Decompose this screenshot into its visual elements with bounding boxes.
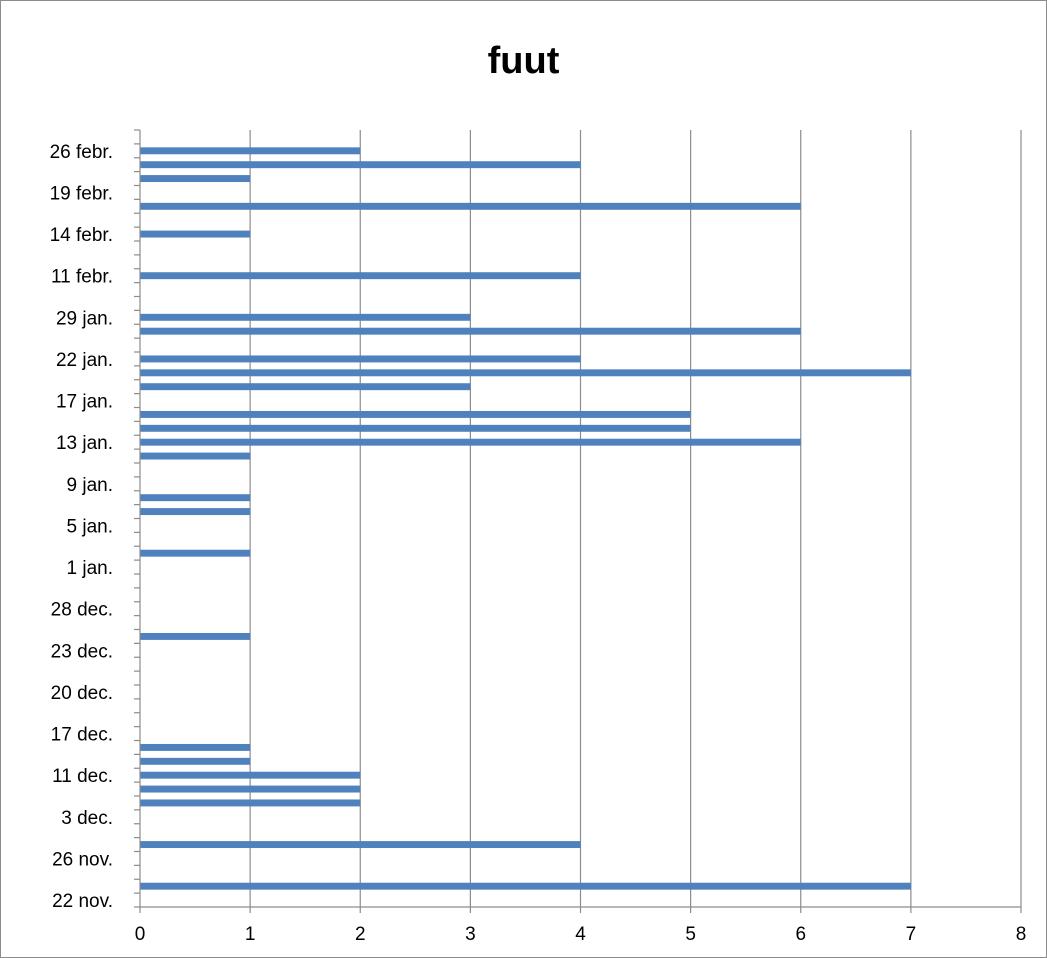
y-tick-label: 22 jan. bbox=[56, 350, 113, 371]
bar-50 bbox=[140, 202, 801, 210]
bar-29 bbox=[140, 494, 251, 502]
bar-series bbox=[140, 147, 911, 890]
x-tick-labels: 0 1 2 3 4 5 6 7 8 bbox=[135, 924, 1027, 945]
x-tick-label-0: 0 bbox=[135, 924, 146, 945]
y-tick-label: 9 jan. bbox=[67, 475, 113, 496]
y-tick-label: 13 jan. bbox=[56, 433, 113, 454]
gridlines bbox=[249, 130, 1022, 907]
x-tick-label-2: 2 bbox=[355, 924, 366, 945]
y-tick-label: 26 nov. bbox=[52, 849, 113, 870]
bar-42 bbox=[140, 313, 471, 321]
y-tick-label: 5 jan. bbox=[67, 516, 113, 537]
y-tick-label: 29 jan. bbox=[56, 308, 113, 329]
bar-32 bbox=[140, 452, 251, 460]
x-tick-label-8: 8 bbox=[1016, 924, 1027, 945]
bar-19 bbox=[140, 632, 251, 640]
y-tick-label: 3 dec. bbox=[61, 808, 113, 829]
y-tick-label: 14 febr. bbox=[50, 225, 113, 246]
bar-37 bbox=[140, 383, 471, 391]
y-tick-label: 23 dec. bbox=[51, 641, 113, 662]
y-tick-label: 17 jan. bbox=[56, 392, 113, 413]
axes bbox=[134, 129, 1022, 913]
bar-1 bbox=[140, 882, 911, 890]
y-tick-label: 26 febr. bbox=[50, 142, 113, 163]
bar-4 bbox=[140, 841, 581, 849]
x-tick-label-3: 3 bbox=[465, 924, 476, 945]
bar-52 bbox=[140, 175, 251, 183]
bar-10 bbox=[140, 757, 251, 765]
x-tick-label-6: 6 bbox=[795, 924, 806, 945]
y-tick-label: 17 dec. bbox=[51, 725, 113, 746]
y-tick-label: 22 nov. bbox=[52, 891, 113, 912]
bar-7 bbox=[140, 799, 361, 807]
chart-title: fuut bbox=[487, 40, 560, 82]
bar-41 bbox=[140, 327, 801, 335]
bar-48 bbox=[140, 230, 251, 238]
y-tick-label: 20 dec. bbox=[51, 683, 113, 704]
bar-54 bbox=[140, 147, 361, 155]
y-tick-label: 11 dec. bbox=[52, 766, 113, 787]
bar-45 bbox=[140, 272, 581, 280]
bar-11 bbox=[140, 743, 251, 751]
bar-33 bbox=[140, 438, 801, 446]
x-tick-label-4: 4 bbox=[575, 924, 586, 945]
bar-9 bbox=[140, 771, 361, 779]
bar-8 bbox=[140, 785, 361, 793]
bar-25 bbox=[140, 549, 251, 557]
bar-34 bbox=[140, 424, 691, 432]
y-tick-label: 28 dec. bbox=[51, 600, 113, 621]
bar-28 bbox=[140, 508, 251, 516]
y-tick-label: 19 febr. bbox=[50, 183, 113, 204]
y-tick-label: 1 jan. bbox=[67, 558, 113, 579]
x-tick-label-7: 7 bbox=[906, 924, 917, 945]
y-tick-label: 11 febr. bbox=[51, 267, 113, 288]
bar-35 bbox=[140, 410, 691, 418]
bar-53 bbox=[140, 161, 581, 169]
x-tick-label-1: 1 bbox=[245, 924, 256, 945]
x-tick-label-5: 5 bbox=[685, 924, 696, 945]
bar-39 bbox=[140, 355, 581, 363]
bar-38 bbox=[140, 369, 911, 377]
y-tick-labels: 22 nov. 26 nov. 3 dec. 11 dec. 17 dec. 20 dec… bbox=[50, 142, 113, 912]
